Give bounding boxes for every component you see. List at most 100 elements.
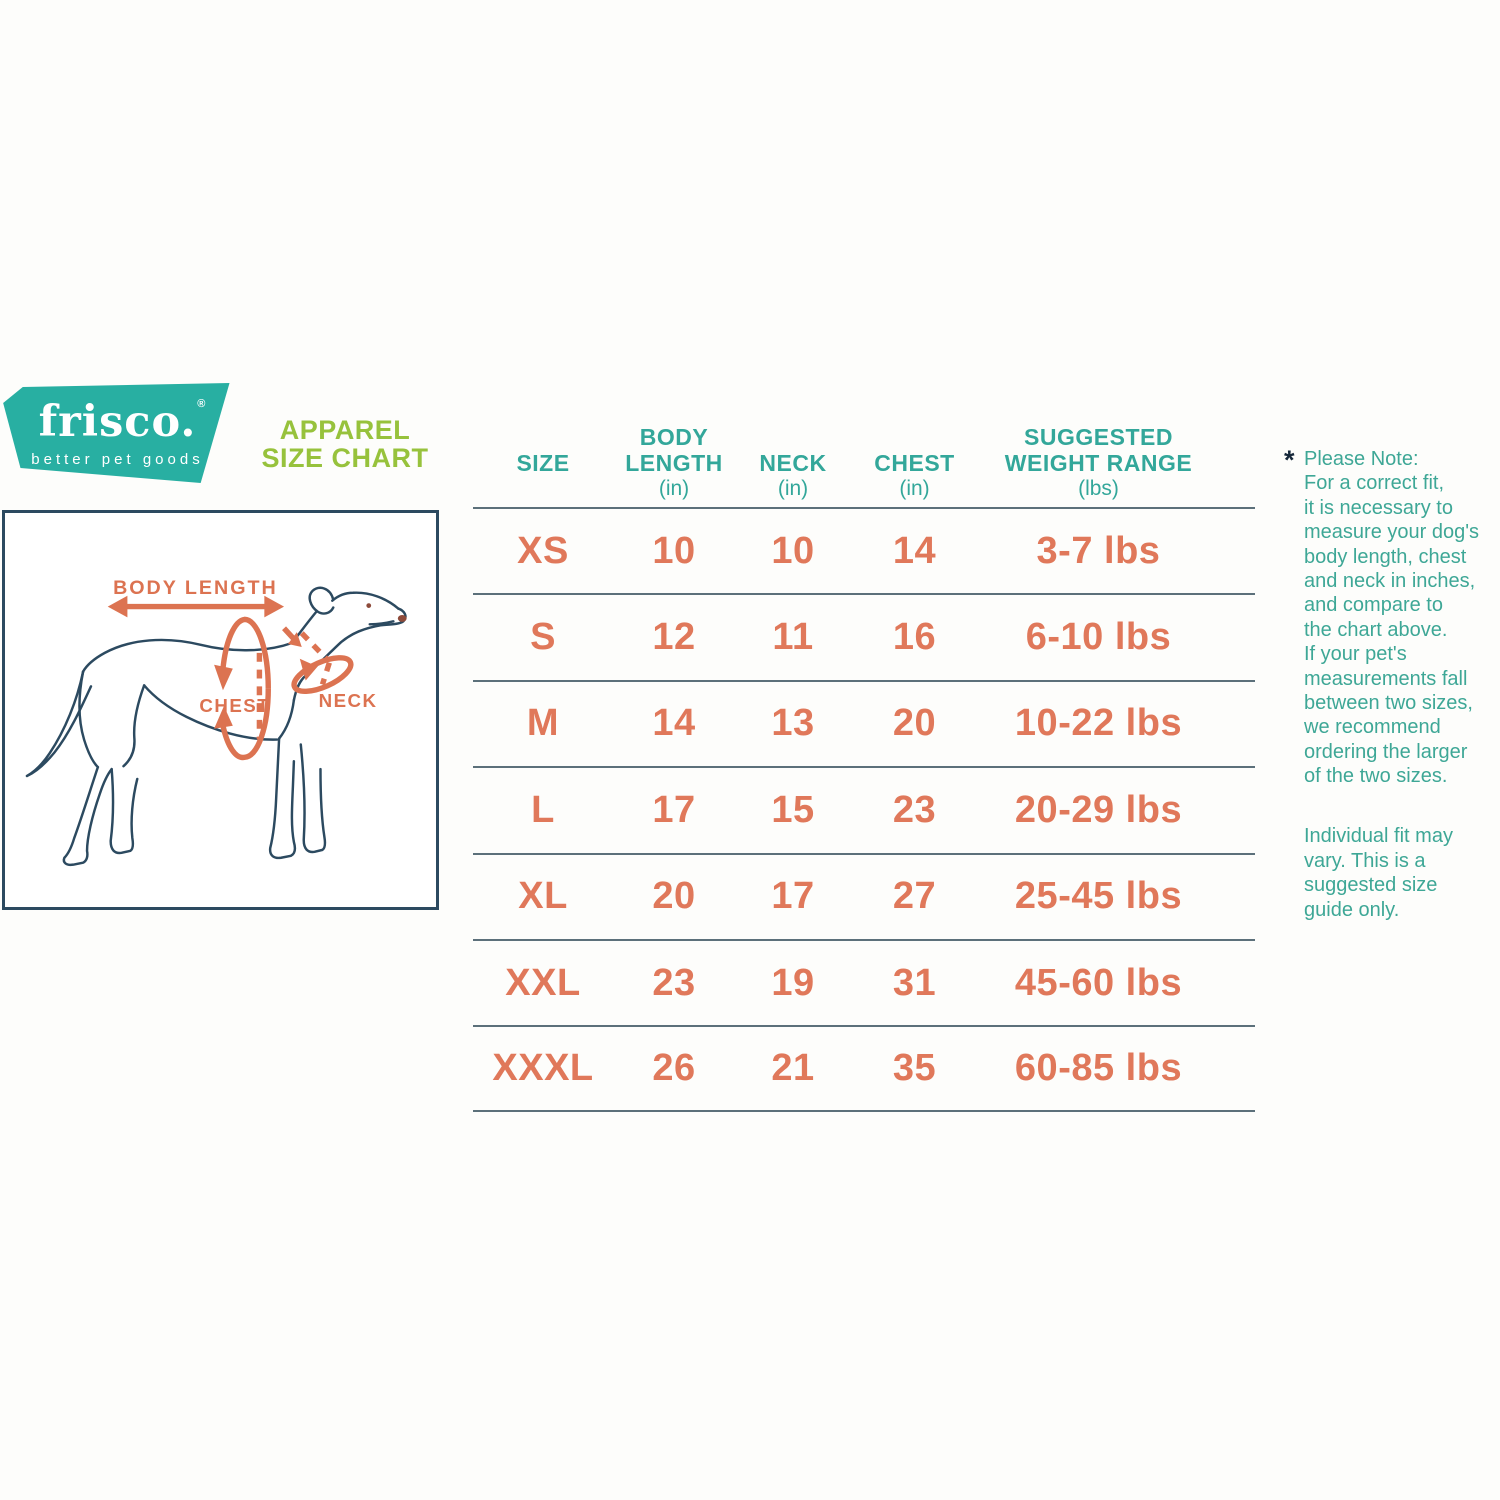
dog-front-leg-far <box>299 743 327 854</box>
frisco-logo-wordmark: frisco. ® <box>39 398 206 444</box>
cell-weight-range: 25-45 lbs <box>1014 875 1183 918</box>
cell-neck: 19 <box>771 961 815 1004</box>
table-column-label: BODY LENGTH <box>625 424 723 476</box>
body-length-annotation: BODY LENGTH <box>107 577 285 618</box>
dog-rear-leg-far <box>109 767 139 855</box>
cell-chest: 20 <box>892 702 937 745</box>
cell-body-length: 23 <box>652 961 696 1004</box>
size-table-header: SIZE BODY LENGTH (in) NECK (in) CHEST (i… <box>473 412 1255 507</box>
table-column-header: NECK (in) <box>735 449 851 507</box>
table-column-label: SIZE <box>516 449 570 476</box>
cell-body-length: 26 <box>652 1047 696 1090</box>
table-column-unit: (in) <box>899 477 930 500</box>
dog-back <box>81 638 294 673</box>
table-column-header: CHEST (in) <box>851 449 978 507</box>
page-title: APPAREL SIZE CHART <box>250 416 440 473</box>
table-row: S 12 11 16 6-10 lbs <box>473 593 1255 679</box>
neck-dashed-line-1 <box>299 631 330 662</box>
cell-neck: 15 <box>771 788 815 831</box>
dog-mouth-line <box>368 620 395 626</box>
size-table-rows: XS 10 10 14 3-7 lbs S 12 11 16 6-10 lbs … <box>473 507 1255 1112</box>
table-row: L 17 15 23 20-29 lbs <box>473 766 1255 852</box>
table-column-label: SUGGESTED WEIGHT RANGE <box>1004 424 1193 476</box>
cell-weight-range: 3-7 lbs <box>1036 529 1161 572</box>
cell-weight-range: 10-22 lbs <box>1014 702 1183 745</box>
table-column-header: SIZE <box>473 449 613 507</box>
table-row: XL 20 17 27 25-45 lbs <box>473 852 1255 939</box>
frisco-tagline: better pet goods <box>31 450 204 468</box>
body-length-arrowhead-left <box>107 595 128 618</box>
dog-head-top <box>331 591 400 610</box>
table-row: XXXL 26 21 35 60-85 lbs <box>473 1025 1255 1112</box>
table-column-unit: (lbs) <box>1078 477 1119 500</box>
cell-chest: 27 <box>892 875 937 918</box>
cell-size: XS <box>517 529 569 572</box>
cell-chest: 23 <box>892 788 937 831</box>
cell-body-length: 10 <box>652 529 696 572</box>
cell-neck: 17 <box>771 875 815 918</box>
table-column-unit: (in) <box>658 477 690 500</box>
neck-label: NECK <box>319 690 378 711</box>
table-row: M 14 13 20 10-22 lbs <box>473 679 1255 766</box>
table-column-header: SUGGESTED WEIGHT RANGE (lbs) <box>978 425 1255 507</box>
cell-weight-range: 45-60 lbs <box>1014 961 1183 1004</box>
dog-measurement-diagram: BODY LENGTH CHEST NECK <box>2 510 439 910</box>
cell-size: XXL <box>505 961 581 1004</box>
dog-tail <box>25 670 93 778</box>
registered-mark: ® <box>197 397 207 410</box>
chest-arc-bottom <box>220 688 271 761</box>
chest-arrowhead-down <box>214 664 233 691</box>
dog-rear-leg-near <box>62 765 113 867</box>
table-column-label: CHEST <box>874 449 955 476</box>
cell-weight-range: 20-29 lbs <box>1014 788 1183 831</box>
cell-size: XL <box>518 875 568 918</box>
dog-nose <box>397 614 407 622</box>
neck-small-arrowhead <box>287 632 302 647</box>
cell-size: M <box>526 702 560 745</box>
dog-hindquarters <box>78 670 100 769</box>
cell-size: XXXL <box>492 1047 594 1090</box>
cell-weight-range: 60-85 lbs <box>1014 1047 1183 1090</box>
dog-eye <box>366 603 372 608</box>
size-chart-table: SIZE BODY LENGTH (in) NECK (in) CHEST (i… <box>473 412 1255 1112</box>
cell-neck: 13 <box>771 702 815 745</box>
table-row: XS 10 10 14 3-7 lbs <box>473 507 1255 593</box>
dog-front-leg-near <box>268 737 297 860</box>
cell-body-length: 14 <box>652 702 696 745</box>
body-length-label: BODY LENGTH <box>113 577 278 599</box>
dog-chest-front <box>277 698 296 740</box>
cell-size: L <box>531 788 555 831</box>
cell-body-length: 12 <box>652 616 696 659</box>
neck-annotation: NECK <box>282 626 378 711</box>
table-row: XXL 23 19 31 45-60 lbs <box>473 938 1255 1025</box>
dog-diagram-svg: BODY LENGTH CHEST NECK <box>25 577 407 867</box>
chest-annotation: CHEST <box>199 616 271 761</box>
note-secondary-text: Individual fit may vary. This is a sugge… <box>1304 825 1453 921</box>
table-column-header: BODY LENGTH (in) <box>613 425 735 507</box>
cell-body-length: 20 <box>652 875 696 918</box>
table-column-unit: (in) <box>777 477 809 500</box>
chest-arc-top <box>220 616 271 689</box>
body-length-arrowhead-right <box>264 595 285 618</box>
chest-label: CHEST <box>199 695 270 716</box>
table-column-unit <box>473 477 613 507</box>
dog-belly <box>142 684 279 741</box>
cell-neck: 11 <box>772 616 814 659</box>
cell-chest: 35 <box>892 1047 937 1090</box>
cell-chest: 31 <box>892 961 937 1004</box>
frisco-logo-banner: frisco. ® better pet goods <box>3 383 230 483</box>
cell-chest: 14 <box>892 529 937 572</box>
note-primary-text: Please Note: For a correct fit, it is ne… <box>1304 448 1480 788</box>
note-block: * Please Note: For a correct fit, it is … <box>1284 445 1500 922</box>
neck-ellipse <box>291 655 354 695</box>
cell-size: S <box>530 616 556 659</box>
cell-chest: 16 <box>892 616 937 659</box>
cell-weight-range: 6-10 lbs <box>1025 616 1172 659</box>
chest-arrowhead-up <box>214 706 233 729</box>
table-column-label: NECK <box>759 449 827 476</box>
cell-body-length: 17 <box>652 788 696 831</box>
neck-arrowhead <box>299 658 318 681</box>
cell-neck: 10 <box>771 529 815 572</box>
note-asterisk: * <box>1284 445 1295 475</box>
dog-rear-thigh <box>122 684 146 768</box>
